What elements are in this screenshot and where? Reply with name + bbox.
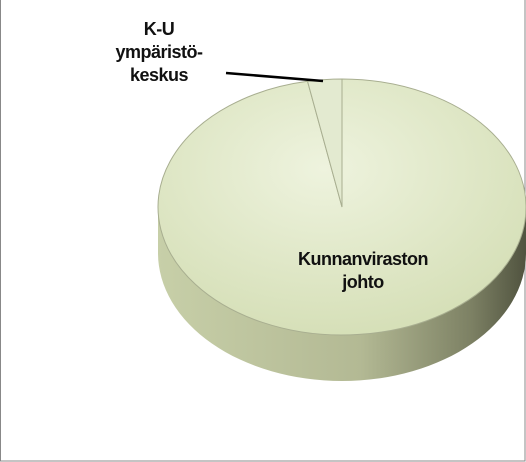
pie-side bbox=[158, 207, 526, 381]
slice-label: K-U ympäristö-keskus bbox=[115, 19, 203, 85]
leader-line bbox=[225, 71, 324, 83]
pie-slice bbox=[306, 78, 343, 208]
slice-label: Kunnanviraston johto bbox=[297, 249, 429, 292]
